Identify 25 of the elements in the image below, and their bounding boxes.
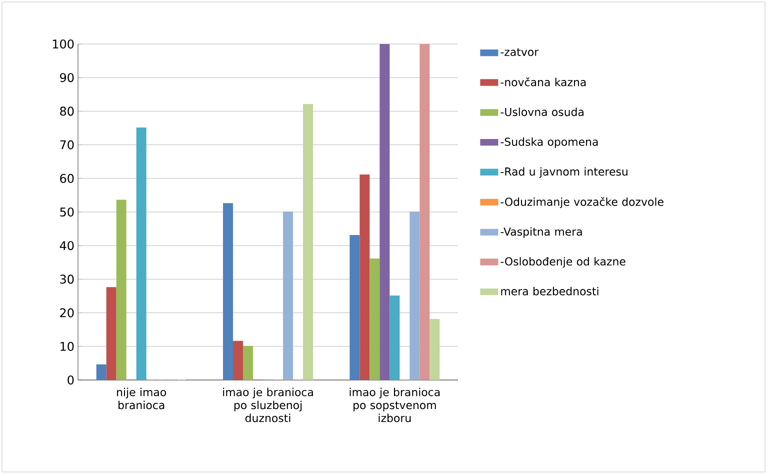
- legend-label: -Oduzimanje vozačke dozvole: [500, 197, 664, 208]
- y-tick-label: 100: [52, 39, 74, 49]
- y-tick-label: 0: [68, 375, 74, 385]
- legend-label: -Sudska opomena: [500, 137, 598, 148]
- legend-label: -zatvor: [500, 48, 539, 56]
- x-tick-label: imao je branioca po sopstvenom izboru: [350, 388, 440, 422]
- y-tick-label: 50: [60, 207, 74, 217]
- x-tick-label: imao je branioca po sluzbenoj duznosti: [223, 388, 313, 422]
- legend-label: -Vaspitna mera: [500, 227, 582, 238]
- x-tick-label: nije imao branioca: [117, 388, 166, 410]
- y-tick-label: 10: [60, 342, 74, 351]
- y-tick-label: 20: [60, 308, 74, 318]
- y-tick-label: 30: [60, 274, 74, 284]
- y-tick-label: 40: [60, 241, 74, 250]
- bar: [420, 44, 430, 380]
- bar: [380, 44, 390, 380]
- y-tick-label: 70: [60, 140, 74, 150]
- legend-label: mera bezbednosti: [501, 286, 598, 296]
- y-tick-label: 90: [60, 73, 74, 82]
- legend-label: -Uslovna osuda: [500, 108, 584, 116]
- legend-label: -Oslobođenje od kazne: [500, 257, 626, 268]
- legend-label: -novčana kazna: [500, 77, 586, 86]
- legend-label: -Rad u javnom interesu: [500, 167, 628, 178]
- y-tick-label: 60: [60, 174, 74, 183]
- y-tick-label: 80: [60, 106, 74, 116]
